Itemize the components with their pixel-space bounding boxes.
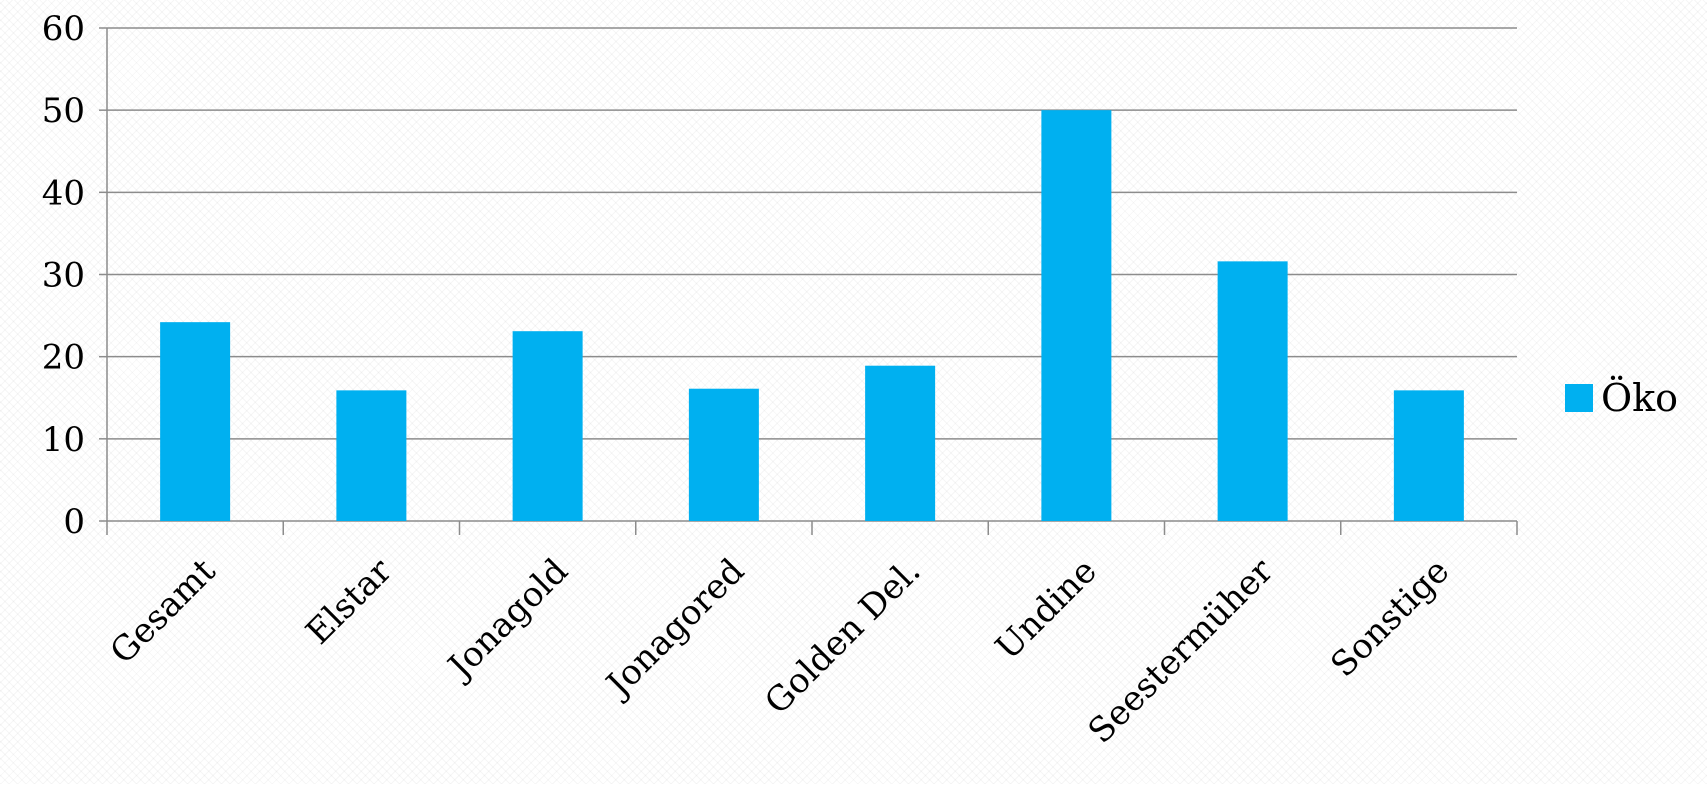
gridlines bbox=[107, 27, 1517, 440]
bar-sonstige bbox=[1393, 390, 1464, 521]
bar-seesterm-her bbox=[1217, 261, 1288, 521]
x-tick-labels: Gesamt Elstar Jonagold Jonagored Golden Del.… bbox=[103, 551, 1458, 752]
x-tick-label: Golden Del. bbox=[757, 551, 928, 722]
y-tick-label: 20 bbox=[42, 338, 85, 378]
x-tick-label: Jonagored bbox=[597, 551, 752, 706]
legend-label: Öko bbox=[1601, 376, 1678, 420]
y-tick-label: 50 bbox=[42, 91, 85, 131]
y-tick-label: 30 bbox=[42, 256, 85, 296]
y-tick-label: 0 bbox=[63, 502, 85, 542]
legend: Öko bbox=[1565, 376, 1678, 420]
bar-gesamt bbox=[160, 322, 231, 521]
y-tick-label: 10 bbox=[42, 420, 85, 460]
x-tick-label: Undine bbox=[988, 551, 1105, 668]
x-tick-label: Seestermüher bbox=[1081, 551, 1282, 752]
y-tick-label: 40 bbox=[42, 173, 85, 213]
y-tick-label: 60 bbox=[42, 9, 85, 49]
x-tick-label: Elstar bbox=[298, 551, 400, 653]
bar-undine bbox=[1041, 110, 1112, 522]
x-tick-label: Gesamt bbox=[103, 551, 224, 672]
bar-elstar bbox=[336, 390, 407, 521]
bar-jonagored bbox=[688, 388, 759, 521]
x-tick-label: Jonagold bbox=[439, 551, 576, 688]
axes bbox=[99, 27, 1518, 535]
bar-golden-del- bbox=[865, 365, 936, 521]
x-tick-label: Sonstige bbox=[1323, 551, 1457, 685]
bars bbox=[160, 110, 1464, 522]
y-tick-labels: 0 10 20 30 40 50 60 bbox=[42, 9, 85, 542]
legend-swatch bbox=[1565, 384, 1593, 412]
bar-jonagold bbox=[512, 331, 583, 521]
